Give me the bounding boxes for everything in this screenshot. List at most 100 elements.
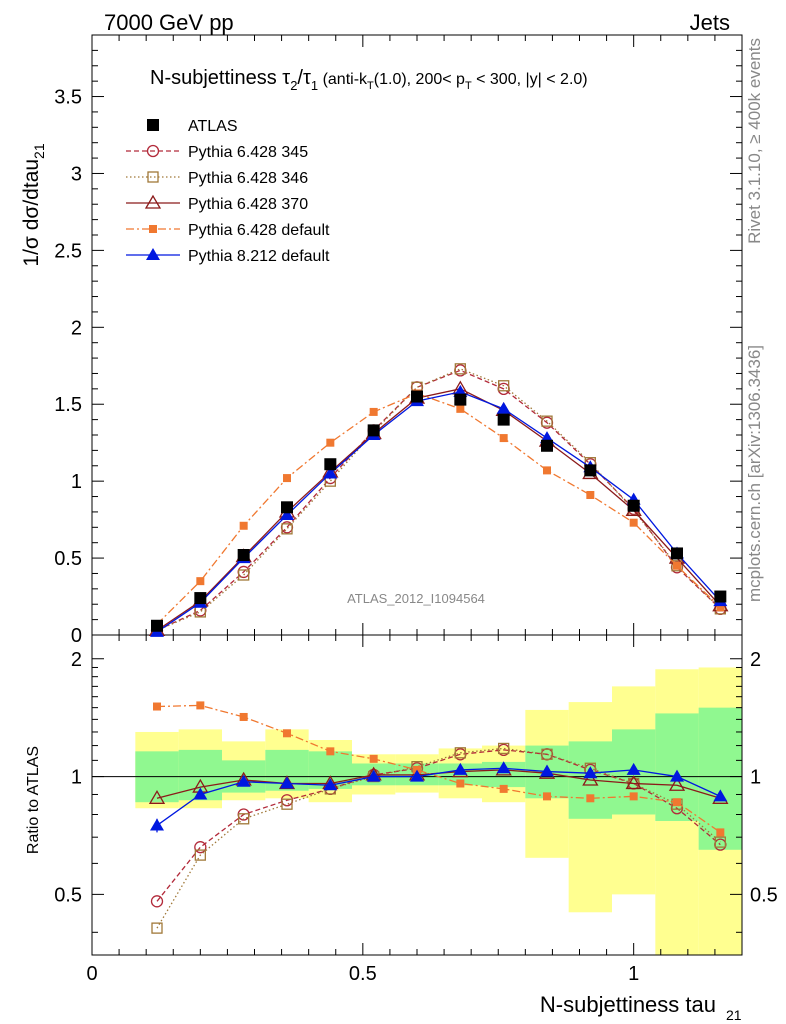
y-axis-label-text: 1/σ dσ/dtau [20,159,43,267]
data-point-p6def [543,792,551,801]
data-point-p6def [716,828,725,837]
data-point-p6def [239,521,248,530]
series-line-p345 [156,749,721,902]
data-point-p8def [410,769,424,782]
legend-label: Pythia 6.428 370 [188,196,308,213]
data-point-p346 [151,922,163,934]
data-point-p8def [496,401,511,414]
data-point-p346 [541,415,553,427]
data-point-p6def [326,438,335,447]
legend: ATLAS Pythia 6.428 345 Pythia 6.428 346 Pyt… [126,118,330,265]
ratio-tick-label: 2 [71,649,82,671]
legend-label: Pythia 8.212 default [188,248,330,265]
x-tick-label: 0.5 [349,963,377,985]
data-point-p6def [716,603,725,612]
axis-ticks: 0 0.5 1 0 0.5 1 1.5 2 2.5 3 3.5 0.5 0.5 1 1 2 2 [54,35,778,985]
data-point-p8def [280,508,294,520]
data-point-p6def [456,779,465,788]
data-point-p346 [498,380,510,392]
data-point-atlas [714,590,727,603]
data-point-p6def [586,491,595,499]
y-tick-label: 2.5 [54,240,82,262]
data-point-p8def [670,769,684,782]
svg-text:1/σ dσ/dtau21: 1/σ dσ/dtau21 [20,143,47,266]
x-axis-label-text: N-subjettiness tau [540,992,716,1017]
data-point-p346 [281,523,293,535]
data-point-p6def [673,798,681,807]
data-point-p6def [629,518,638,527]
series-line-p8def [156,391,721,633]
series-line-p370 [156,388,721,631]
legend-marker [144,194,162,209]
legend-label: Pythia 6.428 default [188,222,330,239]
x-axis-label-sub: 21 [726,1007,742,1023]
data-point-p6def [543,466,551,475]
data-point-p6def [283,729,291,738]
y-tick-label: 0.5 [54,548,82,570]
plot-title: N-subjettiness τ2/τ1 (anti-kT(1.0), 200<… [150,67,588,93]
series-line-p345 [156,369,721,631]
band-inner-bin [698,707,742,850]
y-tick-label: 3.5 [54,87,82,109]
y-tick-label: 3 [71,163,82,185]
x-tick-label: 0 [86,963,97,985]
legend-label: ATLAS [188,118,238,135]
data-point-p346 [454,747,466,759]
y-tick-label: 1 [71,471,82,493]
data-point-p8def [453,762,468,775]
legend-marker [146,248,160,260]
y-axis-label: 1/σ dσ/dtau21 [20,143,47,266]
data-point-atlas [627,499,640,512]
data-point-p8def [280,776,294,789]
data-point-p6def [499,784,508,793]
data-point-p346 [238,813,250,825]
data-point-p6def [153,702,161,711]
data-point-atlas [281,501,293,514]
data-point-p8def [626,762,641,775]
data-point-p8def [323,778,338,791]
data-point-atlas [151,619,163,632]
data-point-p346 [454,363,466,375]
data-point-p345 [194,841,207,854]
data-point-p6def [326,747,335,756]
mcplots-label: mcplots.cern.ch [arXiv:1306.3436] [745,345,764,602]
data-point-atlas [671,547,683,560]
y-tick-label: 2 [71,317,82,339]
data-point-atlas [411,390,423,403]
x-axis-label: N-subjettiness tau [540,992,716,1017]
legend-entry-p345: Pythia 6.428 345 [126,144,308,161]
ratio-axis-label: Ratio to ATLAS [25,746,42,854]
data-point-p8def [583,766,598,779]
legend-marker [149,225,157,233]
legend-marker [146,144,160,158]
data-point-p8def [496,761,511,774]
x-tick-label: 1 [628,963,639,985]
data-point-p8def [366,769,381,782]
series-line-p6def [156,704,721,833]
data-point-p6def [499,434,508,443]
data-point-p346 [281,798,293,810]
legend-entry-p346: Pythia 6.428 346 [126,170,308,187]
data-point-p8def [713,789,728,802]
data-point-p6def [196,701,205,710]
data-point-p346 [541,748,553,760]
y-tick-label: 1.5 [54,394,82,416]
data-point-p345 [150,895,164,908]
data-point-p346 [714,836,726,848]
data-point-atlas [194,592,207,605]
data-point-atlas [237,549,250,561]
data-point-p8def [540,764,554,777]
data-point-atlas [324,458,337,471]
legend-marker [147,119,159,131]
main-series [148,363,729,637]
legend-entry-atlas: ATLAS [147,118,238,135]
data-point-p8def [193,787,208,800]
data-point-p6def [673,561,681,570]
data-point-p370 [582,771,599,786]
data-point-p346 [194,606,206,618]
data-point-p6def [586,794,595,803]
data-point-atlas [497,413,510,426]
data-point-p8def [236,774,251,787]
data-point-p370 [625,775,642,790]
